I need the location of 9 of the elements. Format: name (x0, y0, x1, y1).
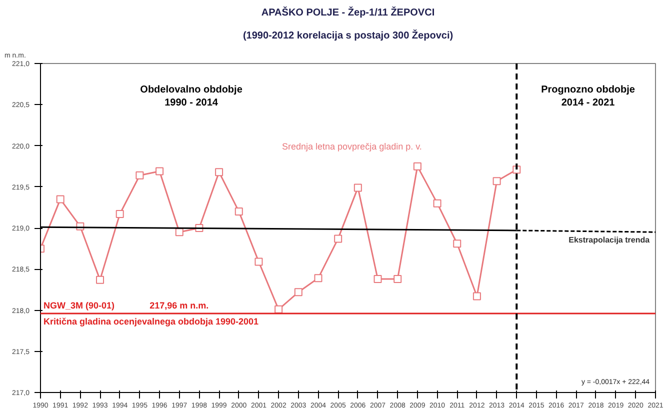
series-label: Ekstrapolacija trenda (568, 235, 650, 244)
annotation: Prognozno obdobje 2014 - 2021 (541, 84, 636, 109)
series-label: Srednja letna povprečja gladin p. v. (282, 142, 422, 152)
annotation: 217,96 m n.m. (150, 300, 209, 310)
chart-subtitle: (1990-2012 korelacija s postajo 300 Žepovci) (242, 30, 454, 42)
annotation: Obdelovalno obdobje 1990 - 2014 (140, 84, 243, 109)
ref-line-label: NGW_3M (90-01) (43, 300, 114, 310)
annotation: Kritična gladina ocenjevalnega obdobja 1990-2001 (43, 316, 259, 327)
chart-title: APAŠKO POLJE - Žep-1/11 ŽEPOVCI (261, 6, 435, 18)
